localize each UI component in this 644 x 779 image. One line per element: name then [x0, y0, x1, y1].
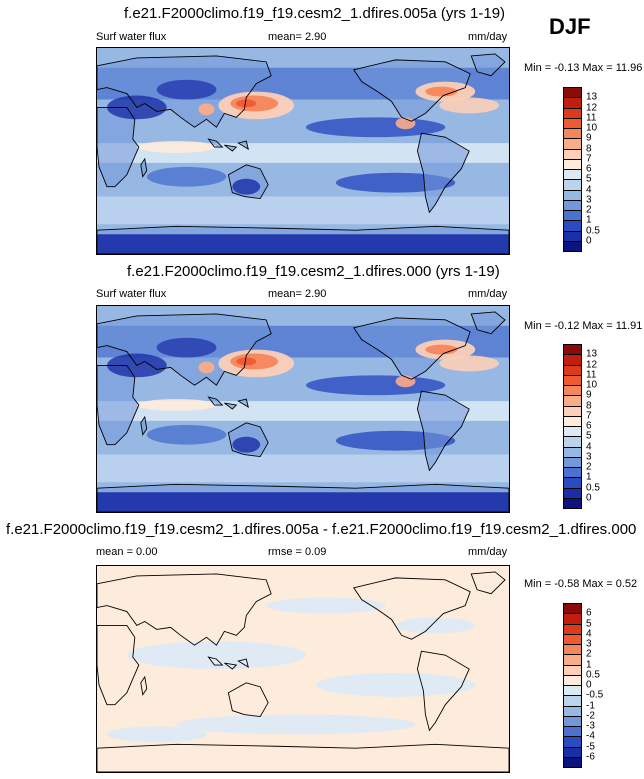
panel-3-minmax-label: Min = -0.58 Max = 0.52 [524, 578, 638, 590]
panel-2-minmax-label: Min = -0.12 Max = 11.91 [524, 320, 643, 332]
colorbar-tick-label: -1 [586, 700, 595, 711]
colorbar-tick-label: -2 [586, 710, 595, 722]
colorbar-tick-label: -6 [586, 751, 595, 763]
panel-3-map [96, 565, 510, 773]
colorbar-tick-label: -3 [586, 720, 595, 732]
panel-2-variable-label: Surf water flux [96, 288, 167, 300]
map-field [97, 566, 509, 772]
panel-3-mean-label: mean = 0.00 [96, 546, 158, 558]
panel-2-title: f.e21.F2000climo.f19_f19.cesm2_1.dfires.… [127, 263, 500, 280]
colorbar-tick-label: 0.5 [586, 669, 600, 681]
panel-1-colorbar: 13 12 11 10 9 8 7 6 5 4 3 2 1 0.5 0 [563, 87, 600, 252]
panel-2-colorbar: 13 12 11 10 9 8 7 6 5 4 3 2 1 0.5 0 [563, 344, 600, 509]
colorbar-tick-label: 9 [586, 132, 592, 144]
colorbar-tick-label: 4 [586, 441, 592, 452]
colorbar-tick-label: 8 [586, 400, 592, 411]
colorbar-tick-label: 0.5 [586, 482, 600, 493]
panel-2-units-label: mm/day [468, 288, 508, 300]
colorbar-tick-label: 11 [586, 112, 597, 124]
colorbar-tick-label: 0 [586, 679, 592, 691]
colorbar-tick-label: 0.5 [586, 225, 600, 236]
panel-1-variable-label: Surf water flux [96, 31, 167, 43]
colorbar-swatch [563, 240, 582, 252]
colorbar-tick-label: 4 [586, 628, 592, 640]
colorbar-tick-label: 11 [586, 369, 597, 381]
colorbar-tick-label: 13 [586, 348, 598, 360]
colorbar-tick-label: 0 [586, 492, 592, 504]
colorbar-tick-label: 6 [586, 607, 592, 619]
panel-1-mean-label: mean= 2.90 [268, 31, 327, 43]
panel-1-minmax-label: Min = -0.13 Max = 11.96 [524, 62, 643, 74]
colorbar-tick-label: 0 [586, 235, 592, 247]
colorbar-tick-label: 8 [586, 143, 592, 154]
colorbar-tick-label: 9 [586, 389, 592, 401]
colorbar-tick-label: 5 [586, 618, 592, 629]
colorbar-tick-label: 12 [586, 102, 598, 113]
colorbar-tick-label: -4 [586, 730, 595, 742]
colorbar-tick-label: 13 [586, 91, 598, 103]
colorbar-tick-label: 5 [586, 173, 592, 185]
colorbar-tick-label: 1 [586, 659, 592, 670]
colorbar-tick-label: 12 [586, 359, 598, 370]
colorbar-tick-label: 4 [586, 184, 592, 195]
map-field [97, 306, 509, 512]
colorbar-swatch [563, 756, 582, 768]
colorbar-swatch [563, 497, 582, 509]
panel-2-map [96, 305, 510, 513]
colorbar-tick-label: 10 [586, 122, 598, 134]
panel-1-map [96, 47, 510, 255]
panel-3-colorbar: 6 5 4 3 2 1 0.5 0 -0.5 -1 -2 -3 -4 -5 -6 [563, 603, 603, 768]
season-label: DJF [549, 14, 591, 39]
colorbar-tick-label: 5 [586, 430, 592, 442]
colorbar-tick-label: 6 [586, 420, 592, 432]
colorbar-tick-label: 1 [586, 214, 592, 226]
colorbar-tick-label: 2 [586, 204, 592, 216]
panel-3-units-label: mm/day [468, 546, 508, 558]
colorbar-tick-label: 3 [586, 451, 592, 463]
panel-3-rmse-label: rmse = 0.09 [268, 546, 327, 558]
colorbar-tick-label: -5 [586, 741, 595, 752]
colorbar-tick-label: 7 [586, 410, 592, 422]
colorbar-tick-label: 10 [586, 379, 598, 391]
panel-1-title: f.e21.F2000climo.f19_f19.cesm2_1.dfires.… [124, 5, 506, 22]
colorbar-tick-label: 3 [586, 638, 592, 650]
colorbar-tick-label: 2 [586, 461, 592, 473]
panel-3-title: f.e21.F2000climo.f19_f19.cesm2_1.dfires.… [6, 521, 637, 538]
colorbar-tick-label: 2 [586, 648, 592, 660]
colorbar-tick-label: 3 [586, 194, 592, 206]
colorbar-tick-label: -0.5 [586, 689, 604, 701]
colorbar-tick-label: 7 [586, 153, 592, 165]
colorbar-tick-label: 1 [586, 471, 592, 483]
map-field [97, 48, 509, 254]
panel-2-mean-label: mean= 2.90 [268, 288, 327, 300]
colorbar-tick-label: 6 [586, 163, 592, 175]
panel-1-units-label: mm/day [468, 31, 508, 43]
